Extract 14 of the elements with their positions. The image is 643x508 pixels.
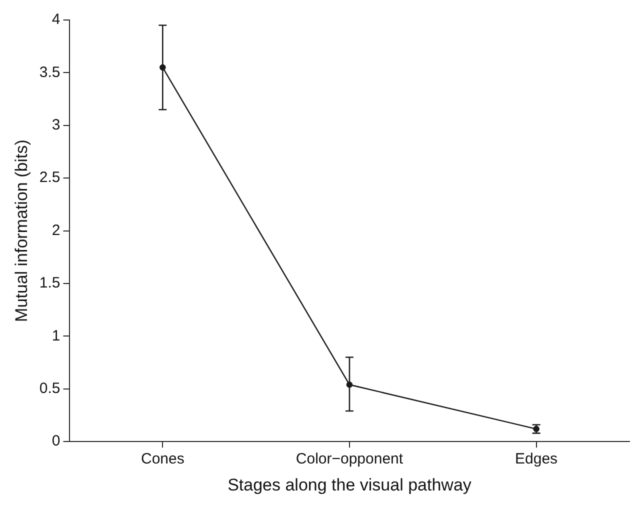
x-tick-label: Color−opponent — [296, 450, 404, 468]
x-axis-title: Stages along the visual pathway — [228, 475, 472, 494]
x-tick-label: Cones — [140, 450, 184, 468]
y-tick-label: 4 — [52, 11, 60, 28]
y-tick-label: 1.5 — [39, 274, 60, 292]
y-tick-label: 3 — [52, 116, 60, 134]
y-tick-label: 1 — [52, 327, 60, 344]
y-tick-label: 2.5 — [39, 169, 60, 186]
y-axis-title: Mutual information (bits) — [12, 140, 31, 322]
y-tick-label: 3.5 — [39, 64, 60, 81]
y-tick-label: 0.5 — [39, 380, 60, 398]
y-tick-label: 2 — [52, 222, 60, 239]
y-tick-label: 0 — [52, 432, 60, 450]
x-tick-label: Edges — [515, 450, 558, 468]
